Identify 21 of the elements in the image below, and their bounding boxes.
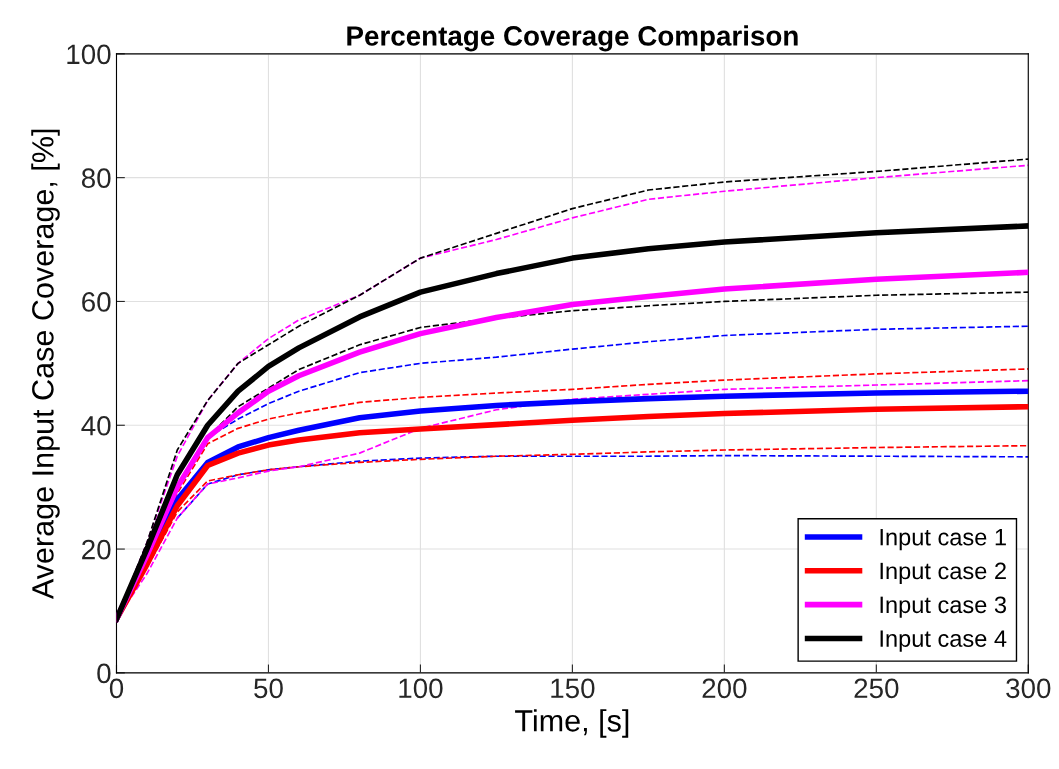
x-axis-title: Time, [s] xyxy=(515,709,629,738)
y-axis-title: Average Input Case Coverage, [%] xyxy=(31,129,60,600)
x-tick-label: 300 xyxy=(1006,678,1051,699)
y-tick-label: 100 xyxy=(67,44,111,65)
line-series xyxy=(176,454,1029,519)
y-tick-label: 0 xyxy=(97,663,111,684)
y-tick-label: 40 xyxy=(81,415,111,436)
x-tick-label: 150 xyxy=(551,678,595,699)
x-tick-label: 50 xyxy=(254,678,283,699)
x-tick-label: 200 xyxy=(702,678,747,699)
chart-title: Percentage Coverage Comparison xyxy=(347,25,798,52)
y-tick-label: 80 xyxy=(81,168,111,188)
y-tick-label: 20 xyxy=(82,539,111,560)
x-tick-label: 100 xyxy=(399,678,443,699)
x-tick-label: 250 xyxy=(854,678,899,699)
legend-label: Input case 3 xyxy=(880,596,1007,618)
y-tick-label: 60 xyxy=(82,292,111,312)
legend-label: Input case 4 xyxy=(880,630,1007,652)
legend-label: Input case 2 xyxy=(880,562,1006,584)
x-tick-label: 0 xyxy=(109,678,124,699)
legend-label: Input case 1 xyxy=(880,529,1006,551)
